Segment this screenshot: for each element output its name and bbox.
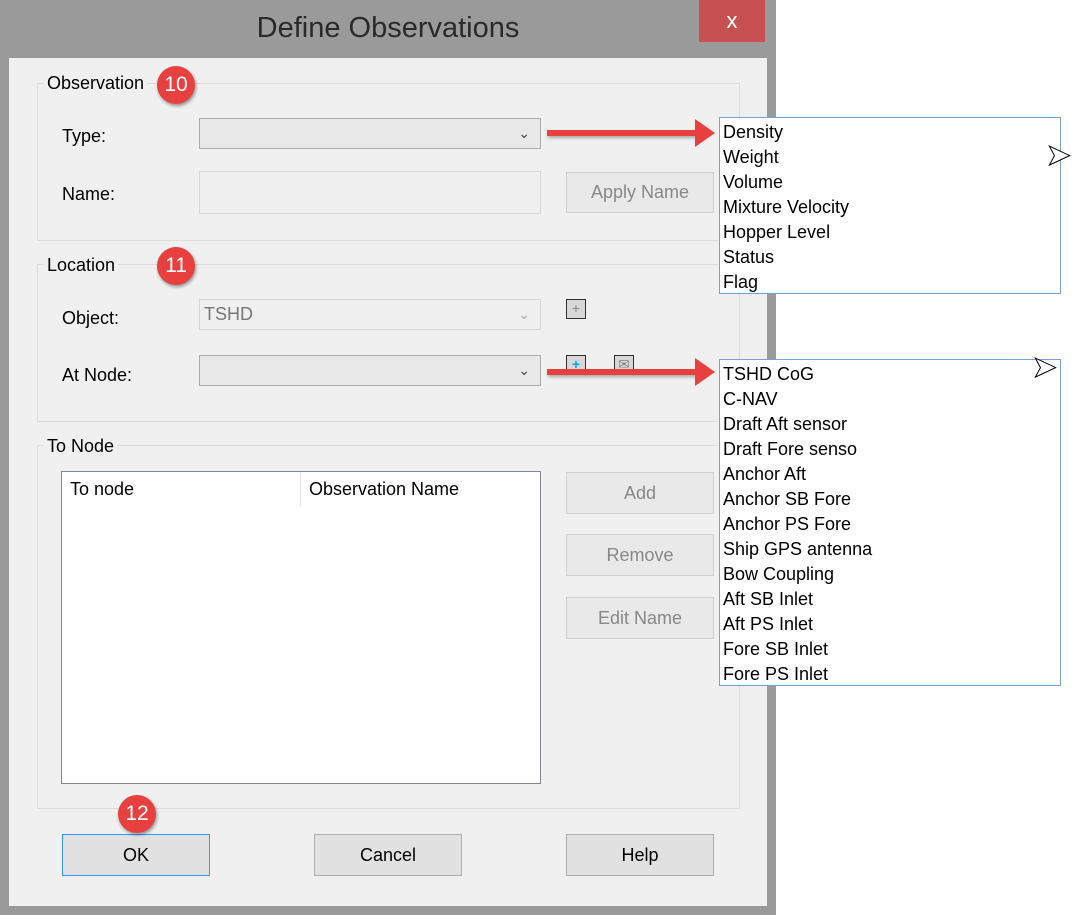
- apply-name-button[interactable]: Apply Name: [566, 172, 714, 213]
- observation-group: [37, 83, 740, 241]
- dialog-title: Define Observations: [256, 12, 520, 44]
- type-option[interactable]: Volume: [723, 172, 784, 192]
- chevron-down-icon: ⌄: [518, 125, 530, 141]
- observation-group-label: Observation: [44, 73, 148, 94]
- help-button[interactable]: Help: [566, 834, 714, 876]
- node-options-list[interactable]: TSHD CoG C-NAV Draft Aft sensor Draft Fo…: [719, 359, 1061, 686]
- location-group: [37, 264, 740, 422]
- column-header-to-node[interactable]: To node: [62, 472, 301, 506]
- at-node-label: At Node:: [62, 365, 133, 385]
- node-option[interactable]: Ship GPS antenna: [723, 539, 873, 559]
- type-option[interactable]: Mixture Velocity: [723, 197, 850, 217]
- name-input[interactable]: [199, 171, 541, 214]
- type-option[interactable]: Density: [723, 122, 784, 142]
- node-option[interactable]: Aft PS Inlet: [723, 614, 814, 634]
- add-button[interactable]: Add: [566, 472, 714, 514]
- type-label: Type:: [62, 126, 107, 146]
- location-group-label: Location: [44, 255, 119, 276]
- object-dropdown[interactable]: TSHD ⌄: [199, 299, 541, 330]
- node-option[interactable]: Aft SB Inlet: [723, 589, 814, 609]
- chevron-down-icon: ⌄: [518, 362, 530, 378]
- annotation-arrow-node: [547, 358, 715, 386]
- type-option[interactable]: Flag: [723, 272, 759, 292]
- type-option[interactable]: Hopper Level: [723, 222, 831, 242]
- annotation-arrow-type: [547, 119, 715, 147]
- column-header-observation-name[interactable]: Observation Name: [301, 472, 540, 506]
- node-option[interactable]: Anchor PS Fore: [723, 514, 852, 534]
- close-button[interactable]: x: [699, 0, 765, 42]
- node-option[interactable]: C-NAV: [723, 389, 778, 409]
- node-option[interactable]: TSHD CoG: [723, 364, 815, 384]
- node-option[interactable]: Anchor SB Fore: [723, 489, 852, 509]
- object-value: TSHD: [204, 304, 253, 324]
- name-label: Name:: [62, 184, 116, 204]
- type-option[interactable]: Weight: [723, 147, 779, 167]
- cancel-button[interactable]: Cancel: [314, 834, 462, 876]
- annotation-badge-12: 12: [118, 795, 156, 833]
- annotation-badge-10: 10: [157, 66, 195, 104]
- node-option[interactable]: Draft Fore senso: [723, 439, 858, 459]
- dialog-body: Observation Type: ⌄ Name: Apply Name Loc…: [9, 58, 767, 906]
- node-option[interactable]: Draft Aft sensor: [723, 414, 848, 434]
- node-option[interactable]: Anchor Aft: [723, 464, 807, 484]
- type-options-list[interactable]: Density Weight Volume Mixture Velocity H…: [719, 117, 1061, 294]
- type-option[interactable]: Status: [723, 247, 775, 267]
- at-node-dropdown[interactable]: ⌄: [199, 355, 541, 386]
- ok-button[interactable]: OK: [62, 834, 210, 876]
- node-option[interactable]: Fore SB Inlet: [723, 639, 829, 659]
- edit-name-button[interactable]: Edit Name: [566, 597, 714, 639]
- node-option[interactable]: Fore PS Inlet: [723, 664, 829, 684]
- mouse-cursor-icon: ➤: [1031, 351, 1058, 385]
- to-node-list[interactable]: To node Observation Name: [61, 471, 541, 784]
- type-dropdown[interactable]: ⌄: [199, 118, 541, 149]
- node-option[interactable]: Bow Coupling: [723, 564, 835, 584]
- to-node-group-label: To Node: [44, 436, 118, 457]
- chevron-down-icon: ⌄: [518, 306, 530, 322]
- remove-button[interactable]: Remove: [566, 534, 714, 576]
- object-label: Object:: [62, 308, 120, 328]
- dialog-window: Define Observations x Observation Type: …: [0, 0, 776, 915]
- annotation-badge-11: 11: [157, 247, 195, 285]
- mouse-cursor-icon: ➤: [1045, 139, 1072, 173]
- add-object-icon[interactable]: +: [566, 299, 586, 319]
